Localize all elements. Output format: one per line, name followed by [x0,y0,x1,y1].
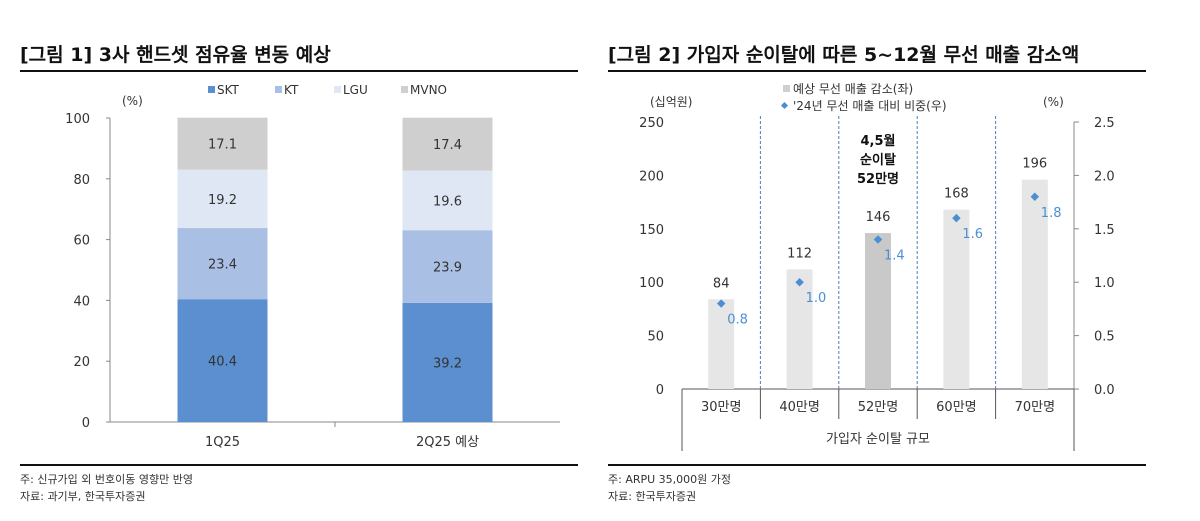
chart1-background [20,82,578,467]
chart1-category-label: 2Q25 예상 [416,435,479,450]
chart2-bar-value-label: 84 [713,276,730,291]
chart2-y-right-unit: (%) [1043,95,1064,109]
chart2-ratio-label: 1.8 [1041,206,1062,221]
chart1-bar-kt [402,230,493,303]
chart1-y-tick-label: 40 [73,294,90,309]
figure-1-title: [그림 1] 3사 핸드셋 점유율 변동 예상 [20,44,331,66]
chart1-y-unit: (%) [122,94,143,108]
chart2-bar [943,209,970,389]
chart2-annotation-line: 4,5월 [861,133,896,149]
chart2-bar [865,233,891,389]
chart2-y-left-tick-label: 150 [639,223,664,238]
chart2-y-right-tick-label: 0.5 [1094,330,1115,345]
chart2-y-right-tick-label: 2.0 [1094,169,1115,184]
chart1-bar-kt [177,228,268,300]
chart1-data-label-skt: 39.2 [433,356,462,371]
chart1-data-label-skt: 40.4 [208,355,237,370]
figure-2-bottom-rule [608,464,1146,466]
chart1-legend-mvno: MVNO [410,83,447,97]
chart2-legend-bar: 예상 무선 매출 감소(좌) [793,82,913,96]
chart1-legend-lgu: LGU [343,83,368,97]
chart1-bar-mvno [402,117,493,171]
figure-1-title-rule [20,70,578,72]
chart1-data-label-kt: 23.4 [208,258,237,273]
chart2-bar [1021,179,1048,389]
chart1-data-label-lgu: 19.2 [208,193,237,208]
chart1-bar-lgu [402,170,493,231]
figure-1-bottom-rule [20,464,578,466]
chart2-ratio-label: 1.6 [962,227,983,242]
chart2-y-left-unit: (십억원) [650,95,692,109]
chart1-legend-skt: SKT [217,83,240,97]
figure-2-title: [그림 2] 가입자 순이탈에 따른 5~12월 무선 매출 감소액 [608,44,1080,66]
chart1-y-tick-label: 100 [65,112,90,127]
chart2-y-right-tick-label: 1.0 [1094,276,1115,291]
figure-2-source: 자료: 한국투자증권 [608,490,697,503]
chart1-legend-swatch-kt [275,86,282,93]
chart2-y-right-tick-label: 1.5 [1094,223,1115,238]
chart1-data-label-kt: 23.9 [433,261,462,276]
chart2-bar-value-label: 146 [866,210,891,225]
chart1-legend-kt: KT [284,83,299,97]
chart1-legend-swatch-lgu [334,86,341,93]
chart2-x-axis-title: 가입자 순이탈 규모 [826,432,930,447]
chart2-y-right-tick-label: 0.0 [1094,383,1115,398]
chart2-legend-swatch-bar [783,85,790,92]
chart2-ratio-label: 1.0 [806,291,827,306]
chart2-bar-value-label: 112 [787,246,812,261]
chart2-ratio-label: 0.8 [727,313,748,328]
figure-2-chart: 예상 무선 매출 감소(좌) '24년 무선 매출 대비 비중(우) (십억원) (%… [608,82,1146,467]
chart2-y-left-tick-label: 250 [639,116,664,131]
chart1-data-label-mvno: 17.1 [208,138,237,153]
chart2-ratio-point [952,213,961,223]
chart2-annotation-line: 순이탈 [860,152,896,168]
chart1-legend-swatch-mvno [401,86,408,93]
chart2-y-right-tick-label: 2.5 [1094,116,1115,131]
chart1-data-label-lgu: 19.6 [433,194,462,209]
figure-2-note: 주: ARPU 35,000원 가정 [608,473,732,486]
chart2-ratio-point [795,277,804,287]
chart1-bar-skt [177,299,268,422]
chart2-bar-value-label: 168 [944,187,969,202]
figure-1-notes: 주: 신규가입 외 번호이동 영향만 반영 자료: 과기부, 한국투자증권 [20,471,193,505]
chart2-bar-value-label: 196 [1022,157,1047,172]
chart1-legend-swatch-skt [208,86,215,93]
chart1-category-label: 1Q25 [205,435,240,450]
chart2-y-left-tick-label: 100 [639,276,664,291]
chart1-bar-skt [402,302,493,422]
chart2-y-left-tick-label: 0 [656,383,664,398]
chart1-y-tick-label: 0 [82,416,90,431]
chart2-bar [786,269,813,389]
figure-1-chart: (%) SKT KT LGU MVNO 0 20 40 60 80 100 40.4 23.4 19.2 1… [20,82,578,467]
chart2-category-label: 30만명 [701,400,741,415]
chart2-category-label: 70만명 [1015,400,1055,415]
figure-2-notes: 주: ARPU 35,000원 가정 자료: 한국투자증권 [608,471,731,505]
chart2-y-left-tick-label: 200 [639,169,664,184]
chart2-annotation-line: 52만명 [857,171,899,187]
chart2-category-label: 60만명 [936,400,976,415]
figure-1-source: 자료: 과기부, 한국투자증권 [20,490,146,503]
chart2-y-left-tick-label: 50 [647,330,664,345]
chart2-ratio-point [1030,192,1040,202]
chart2-bar [708,299,735,389]
chart1-y-tick-label: 80 [73,173,90,188]
chart1-y-tick-label: 20 [73,355,90,370]
chart2-legend-marker: '24년 무선 매출 대비 비중(우) [793,99,947,113]
chart2-category-label: 40만명 [779,400,819,415]
chart1-data-label-mvno: 17.4 [433,138,462,153]
figure-1-note: 주: 신규가입 외 번호이동 영향만 반영 [20,473,193,486]
chart1-bar-mvno [177,117,268,170]
chart2-category-label: 52만명 [858,400,898,415]
chart2-ratio-label: 1.4 [884,248,905,263]
chart1-bar-lgu [177,169,268,229]
chart2-ratio-point [716,299,726,308]
figure-2-title-rule [608,70,1146,72]
chart1-y-tick-label: 60 [73,234,90,249]
chart2-legend-swatch-marker [780,101,789,110]
